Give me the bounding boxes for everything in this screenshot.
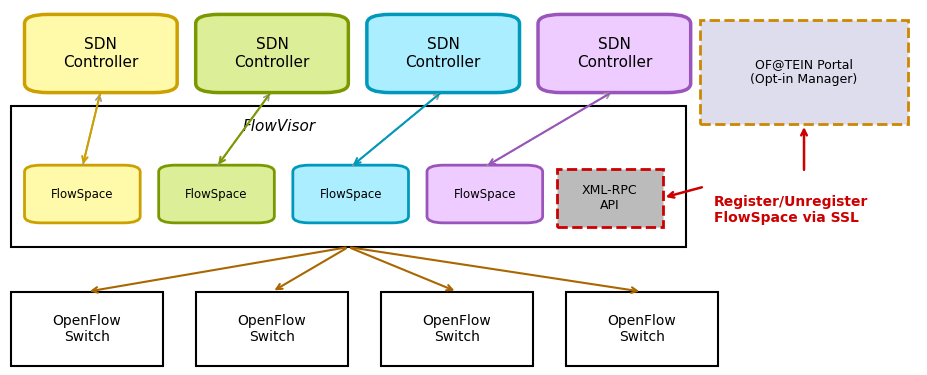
FancyBboxPatch shape — [159, 165, 274, 223]
Text: Register/Unregister
FlowSpace via SSL: Register/Unregister FlowSpace via SSL — [713, 195, 868, 225]
FancyBboxPatch shape — [426, 165, 542, 223]
FancyBboxPatch shape — [366, 14, 519, 93]
Bar — [196, 292, 348, 366]
Text: FlowSpace: FlowSpace — [185, 188, 248, 201]
FancyBboxPatch shape — [24, 165, 140, 223]
FancyBboxPatch shape — [24, 14, 177, 93]
FancyBboxPatch shape — [196, 14, 348, 93]
Text: SDN
Controller: SDN Controller — [405, 37, 480, 70]
Text: OpenFlow
Switch: OpenFlow Switch — [422, 314, 491, 344]
Bar — [10, 106, 685, 247]
Text: OF@TEIN Portal
(Opt-in Manager): OF@TEIN Portal (Opt-in Manager) — [750, 58, 857, 86]
Bar — [10, 292, 163, 366]
FancyBboxPatch shape — [538, 14, 690, 93]
Text: SDN
Controller: SDN Controller — [576, 37, 652, 70]
Bar — [565, 292, 717, 366]
Bar — [380, 292, 533, 366]
Text: OpenFlow
Switch: OpenFlow Switch — [607, 314, 676, 344]
Text: OpenFlow
Switch: OpenFlow Switch — [53, 314, 121, 344]
FancyBboxPatch shape — [293, 165, 408, 223]
Text: SDN
Controller: SDN Controller — [235, 37, 310, 70]
Text: FlowSpace: FlowSpace — [453, 188, 515, 201]
Text: SDN
Controller: SDN Controller — [63, 37, 138, 70]
Bar — [556, 169, 662, 226]
Text: FlowVisor: FlowVisor — [242, 118, 315, 134]
Text: XML-RPC
API: XML-RPC API — [581, 184, 637, 212]
Text: FlowSpace: FlowSpace — [51, 188, 113, 201]
Text: OpenFlow
Switch: OpenFlow Switch — [237, 314, 306, 344]
Text: FlowSpace: FlowSpace — [319, 188, 382, 201]
Bar — [699, 20, 908, 124]
